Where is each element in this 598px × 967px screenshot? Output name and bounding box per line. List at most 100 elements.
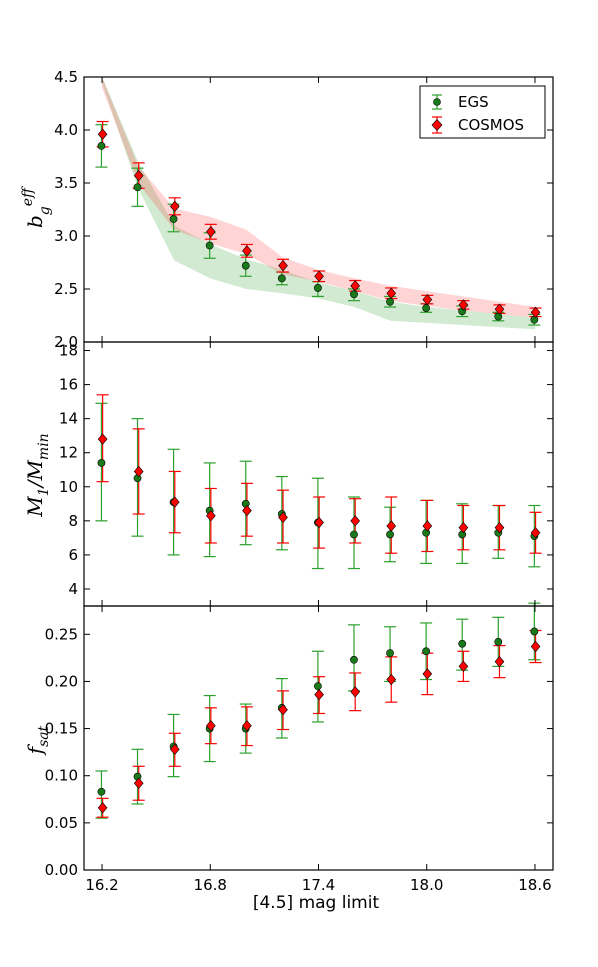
point-cosmos [350,515,360,527]
point-egs [386,649,394,658]
point-egs [97,459,106,467]
point-cosmos [169,496,180,508]
point-cosmos [386,287,397,299]
point-cosmos [314,516,324,529]
point-cosmos [97,433,108,445]
point-cosmos [350,280,360,292]
point-cosmos [206,720,216,732]
ytick-label: 0.00 [45,861,78,879]
point-cosmos [530,640,541,653]
point-egs [277,274,286,283]
legend-label-egs: EGS [458,93,489,111]
point-cosmos [530,306,541,318]
point-cosmos [242,720,252,732]
point-cosmos [97,802,108,814]
point-egs [494,637,503,646]
point-egs [241,261,250,270]
ytick-label: 4.0 [54,121,78,139]
point-egs [530,315,539,324]
ytick-label: 2.0 [54,333,78,351]
xtick-label: 17.4 [302,876,335,894]
legend-marker-cosmos [431,116,443,134]
point-cosmos [458,660,469,673]
point-egs [313,682,322,691]
point-cosmos [422,520,433,532]
point-cosmos [133,465,144,478]
xtick-label: 18.0 [410,876,443,894]
point-egs [97,141,106,150]
point-cosmos [314,688,324,701]
ytick-label: 3.5 [54,174,78,192]
point-cosmos [169,200,180,212]
ylabel-fsat: fsat [23,725,52,756]
panel-frame-3 [83,605,554,871]
point-egs [205,241,214,250]
data-marks [95,120,542,819]
point-cosmos [350,686,360,698]
axis-ticks [84,76,553,871]
point-cosmos [494,303,505,315]
point-egs [313,284,322,292]
ylabel-beff: bgeff [20,186,53,228]
legend-label-cosmos: COSMOS [458,116,524,134]
point-egs [530,627,539,636]
svg-text:M1/Mmin: M1/Mmin [23,433,52,517]
axis-labels: 2.0 2.5 3.0 3.5 4.0 4.5 4 6 8 10 12 14 16 18 0.00 0.05 0… [45,68,552,894]
svg-text:bgeff: bgeff [20,186,53,228]
point-cosmos [278,704,288,716]
ytick-label: 6 [68,546,78,564]
point-egs [133,183,142,192]
point-cosmos [422,293,433,306]
point-cosmos [494,655,505,668]
xtick-label: 16.2 [85,876,118,894]
point-egs [241,499,250,508]
legend-marker-egs [432,94,442,110]
xtick-label: 18.6 [518,876,551,894]
point-egs [350,290,358,299]
xtick-label: 16.8 [194,876,227,894]
point-cosmos [133,169,144,182]
point-egs [169,215,178,223]
svg-text:fsat: fsat [23,725,52,756]
point-cosmos [97,128,108,140]
point-cosmos [278,511,288,524]
point-cosmos [422,668,433,680]
ytick-label: 0.25 [45,625,78,643]
ytick-label: 0.15 [45,720,78,738]
ytick-label: 0.20 [45,672,78,690]
ytick-label: 12 [59,444,78,462]
point-cosmos [242,504,252,517]
point-egs [458,530,467,539]
ytick-label: 10 [59,478,78,496]
ytick-label: 0.10 [45,767,78,785]
confidence-bands [102,77,535,330]
point-egs [350,655,358,664]
point-egs [494,312,503,321]
ytick-label: 2.5 [54,280,78,298]
point-cosmos [242,245,252,257]
ytick-label: 14 [59,410,78,428]
point-cosmos [458,521,469,534]
point-cosmos [458,299,469,311]
point-egs [97,787,106,796]
x-axis-label: [4.5] mag limit [253,893,380,913]
point-egs [458,639,467,648]
ylabel-m1-mmin: M1/Mmin [23,433,52,517]
point-egs [422,647,431,656]
point-cosmos [386,673,397,686]
point-egs [350,530,358,539]
point-cosmos [314,270,324,282]
ytick-label: 8 [68,512,78,530]
ytick-label: 4.5 [54,68,78,86]
point-cosmos [206,226,216,238]
band-egs [102,77,535,330]
point-cosmos [206,510,216,522]
point-cosmos [169,743,180,755]
point-cosmos [386,520,397,532]
ytick-label: 16 [59,376,78,394]
point-egs [386,530,394,539]
point-cosmos [278,260,288,272]
point-egs [133,474,142,483]
ytick-label: 18 [59,342,78,360]
